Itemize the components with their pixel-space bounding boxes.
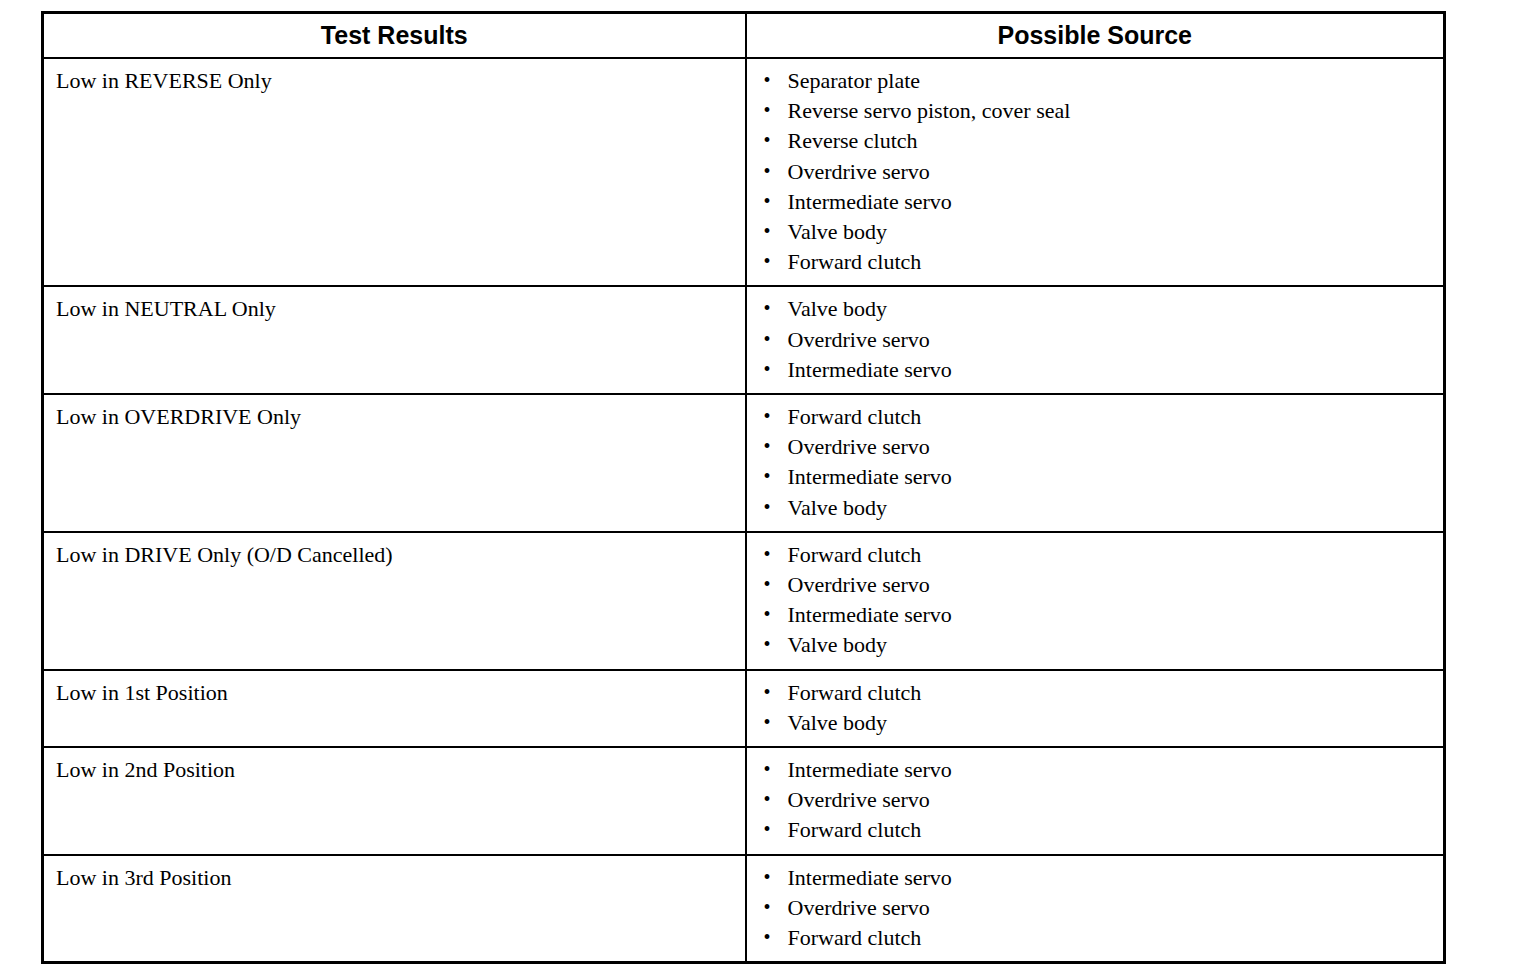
possible-source-cell: Forward clutchOverdrive servoIntermediat… xyxy=(746,532,1445,670)
test-result-label: Low in NEUTRAL Only xyxy=(56,296,276,321)
possible-source-item: Reverse servo piston, cover seal xyxy=(747,96,1434,126)
test-result-cell: Low in DRIVE Only (O/D Cancelled) xyxy=(43,532,746,670)
possible-source-item: Overdrive servo xyxy=(747,570,1434,600)
possible-source-item: Reverse clutch xyxy=(747,126,1434,156)
possible-source-item: Valve body xyxy=(747,708,1434,738)
possible-source-item: Valve body xyxy=(747,630,1434,660)
possible-source-item: Intermediate servo xyxy=(747,863,1434,893)
table-row: Low in 2nd Position Intermediate servoOv… xyxy=(43,747,1445,855)
test-result-cell: Low in 3rd Position xyxy=(43,855,746,963)
possible-source-cell: Separator plateReverse servo piston, cov… xyxy=(746,58,1445,286)
test-result-cell: Low in REVERSE Only xyxy=(43,58,746,286)
possible-source-list: Intermediate servoOverdrive servoForward… xyxy=(747,863,1434,954)
table-header-row: Test Results Possible Source xyxy=(43,13,1445,59)
possible-source-cell: Intermediate servoOverdrive servoForward… xyxy=(746,747,1445,855)
possible-source-item: Overdrive servo xyxy=(747,325,1434,355)
possible-source-list: Valve bodyOverdrive servoIntermediate se… xyxy=(747,294,1434,385)
table-row: Low in OVERDRIVE Only Forward clutchOver… xyxy=(43,394,1445,532)
test-result-cell: Low in OVERDRIVE Only xyxy=(43,394,746,532)
possible-source-item: Intermediate servo xyxy=(747,755,1434,785)
possible-source-item: Forward clutch xyxy=(747,678,1434,708)
possible-source-item: Forward clutch xyxy=(747,402,1434,432)
header-test-results: Test Results xyxy=(43,13,746,59)
possible-source-list: Forward clutchValve body xyxy=(747,678,1434,738)
table-row: Low in 1st Position Forward clutchValve … xyxy=(43,670,1445,747)
possible-source-item: Intermediate servo xyxy=(747,600,1434,630)
possible-source-item: Separator plate xyxy=(747,66,1434,96)
possible-source-item: Forward clutch xyxy=(747,540,1434,570)
possible-source-item: Intermediate servo xyxy=(747,462,1434,492)
possible-source-item: Valve body xyxy=(747,294,1434,324)
possible-source-cell: Forward clutchValve body xyxy=(746,670,1445,747)
possible-source-item: Forward clutch xyxy=(747,923,1434,953)
possible-source-cell: Intermediate servoOverdrive servoForward… xyxy=(746,855,1445,963)
possible-source-cell: Valve bodyOverdrive servoIntermediate se… xyxy=(746,286,1445,394)
table-row: Low in 3rd Position Intermediate servoOv… xyxy=(43,855,1445,963)
possible-source-list: Separator plateReverse servo piston, cov… xyxy=(747,66,1434,277)
possible-source-item: Valve body xyxy=(747,217,1434,247)
results-table: Test Results Possible Source Low in REVE… xyxy=(41,11,1446,964)
test-result-cell: Low in 1st Position xyxy=(43,670,746,747)
test-result-cell: Low in 2nd Position xyxy=(43,747,746,855)
header-possible-source: Possible Source xyxy=(746,13,1445,59)
possible-source-item: Overdrive servo xyxy=(747,893,1434,923)
possible-source-item: Overdrive servo xyxy=(747,432,1434,462)
table-row: Low in NEUTRAL Only Valve bodyOverdrive … xyxy=(43,286,1445,394)
possible-source-item: Overdrive servo xyxy=(747,157,1434,187)
test-result-cell: Low in NEUTRAL Only xyxy=(43,286,746,394)
table-body: Low in REVERSE Only Separator plateRever… xyxy=(43,58,1445,963)
possible-source-item: Intermediate servo xyxy=(747,355,1434,385)
possible-source-item: Intermediate servo xyxy=(747,187,1434,217)
test-result-label: Low in OVERDRIVE Only xyxy=(56,404,301,429)
possible-source-list: Forward clutchOverdrive servoIntermediat… xyxy=(747,402,1434,523)
possible-source-list: Intermediate servoOverdrive servoForward… xyxy=(747,755,1434,846)
possible-source-cell: Forward clutchOverdrive servoIntermediat… xyxy=(746,394,1445,532)
test-result-label: Low in 1st Position xyxy=(56,680,228,705)
document-page: Test Results Possible Source Low in REVE… xyxy=(0,0,1536,970)
table-row: Low in DRIVE Only (O/D Cancelled) Forwar… xyxy=(43,532,1445,670)
possible-source-item: Valve body xyxy=(747,493,1434,523)
possible-source-item: Forward clutch xyxy=(747,247,1434,277)
test-result-label: Low in 3rd Position xyxy=(56,865,231,890)
possible-source-item: Forward clutch xyxy=(747,815,1434,845)
possible-source-list: Forward clutchOverdrive servoIntermediat… xyxy=(747,540,1434,661)
test-result-label: Low in 2nd Position xyxy=(56,757,235,782)
test-result-label: Low in REVERSE Only xyxy=(56,68,272,93)
test-result-label: Low in DRIVE Only (O/D Cancelled) xyxy=(56,542,393,567)
possible-source-item: Overdrive servo xyxy=(747,785,1434,815)
table-row: Low in REVERSE Only Separator plateRever… xyxy=(43,58,1445,286)
